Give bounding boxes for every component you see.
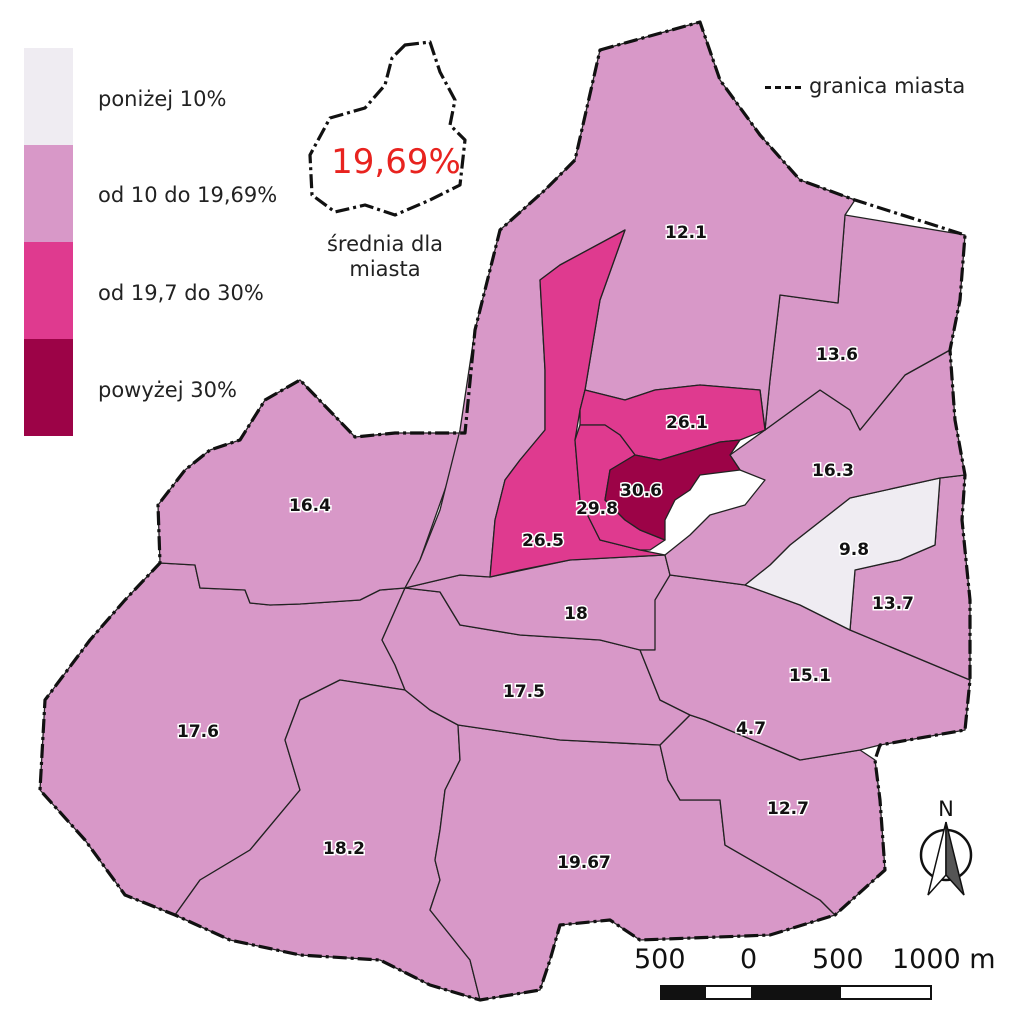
city-average-caption-line2: miasta [349, 257, 421, 282]
district-label: 29.8 [576, 499, 618, 519]
district-label: 30.6 [620, 481, 662, 501]
border-legend-label: granica miasta [809, 74, 966, 98]
district-label: 17.5 [503, 682, 545, 702]
border-legend-line-icon [765, 85, 801, 89]
city-average-caption-line1: średnia dla [326, 232, 444, 256]
city-border [38, 20, 972, 1002]
north-arrow-icon [919, 821, 973, 896]
scale-label: 0 [740, 944, 758, 975]
legend-label-above-30: powyżej 30% [98, 378, 237, 402]
district-label: 9.8 [839, 540, 869, 560]
city-average-value: 19,69% [331, 142, 461, 182]
district-label: 18.2 [323, 839, 365, 859]
district-label: 16.3 [812, 461, 854, 481]
city-average-caption: średnia dla miasta [305, 232, 465, 282]
district-label: 26.1 [666, 413, 708, 433]
district-label: 13.7 [872, 594, 914, 614]
legend-swatch-above-30 [24, 339, 73, 436]
legend-label-19-30: od 19,7 do 30% [98, 281, 264, 305]
district-label: 15.1 [789, 666, 831, 686]
scale-label: 500 [634, 944, 686, 975]
scale-label: 500 [812, 944, 864, 975]
legend-swatch-10-19 [24, 145, 73, 242]
enclave-border [308, 40, 467, 217]
district-label: 12.1 [665, 223, 707, 243]
district-label: 4.7 [736, 719, 766, 739]
border-legend: granica miasta [765, 74, 965, 98]
legend-label-10-19: od 10 do 19,69% [98, 183, 278, 207]
scale-label: 1000 m [892, 944, 996, 975]
district-label: 19.67 [557, 853, 611, 873]
district-label: 26.5 [522, 531, 564, 551]
legend-swatch-below-10 [24, 48, 73, 145]
district-label: 17.6 [177, 722, 219, 742]
scale-bar [660, 985, 932, 1000]
district-label: 12.7 [767, 799, 809, 819]
district-label: 18 [564, 604, 588, 624]
district-label: 16.4 [289, 496, 331, 516]
district-north-center-strip [489, 229, 666, 578]
north-arrow-label: N [938, 797, 954, 821]
legend-label-below-10: poniżej 10% [98, 87, 227, 111]
district-label: 13.6 [816, 345, 858, 365]
district-old-town [604, 439, 741, 541]
legend-swatch-19-30 [24, 242, 73, 339]
